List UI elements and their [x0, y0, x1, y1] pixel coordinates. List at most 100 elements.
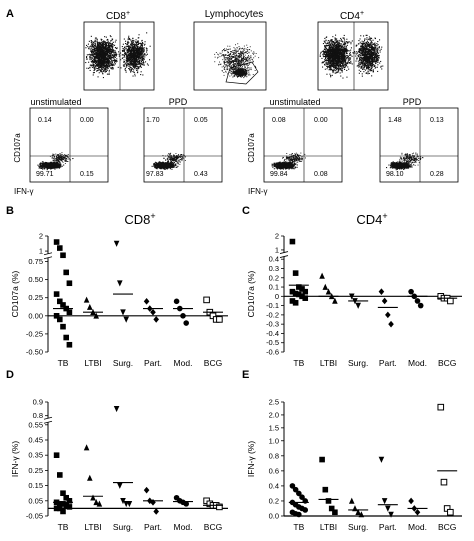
data-point: [57, 316, 63, 323]
data-point: [123, 316, 129, 323]
q-val: 98.10: [386, 171, 404, 178]
category-label: TB: [293, 358, 304, 368]
q-val: 0.00: [80, 117, 94, 124]
category-label: Mod.: [408, 522, 427, 532]
y-axis-label: IFN-γ (%): [246, 441, 256, 478]
data-point: [414, 508, 421, 516]
y-tick-label: 0.25: [28, 466, 43, 475]
y-tick-label: 2.5: [269, 398, 279, 407]
data-point: [57, 505, 63, 512]
data-point: [93, 499, 99, 506]
data-point: [63, 334, 69, 341]
y-tick-label: 0.4: [269, 481, 279, 490]
data-point: [113, 240, 120, 247]
q-val: 0.00: [314, 117, 328, 124]
y-tick-label: 0.8: [33, 411, 43, 420]
y-tick-label: 1: [39, 247, 43, 256]
data-point: [289, 238, 296, 245]
data-point: [302, 507, 309, 513]
data-point: [120, 498, 126, 505]
y-tick-label: 1.0: [269, 436, 279, 445]
data-point: [437, 403, 445, 411]
data-point: [57, 501, 63, 507]
data-point: [417, 302, 424, 309]
data-point: [53, 313, 60, 319]
data-point: [63, 502, 69, 509]
category-label: Surg.: [348, 522, 368, 532]
flow-quadrant-values: 0.14 0.00 99.71 0.15 1.70 0.05 97.83 0.4…: [36, 117, 444, 178]
data-point: [87, 303, 93, 310]
data-point: [203, 296, 210, 304]
category-label: TB: [58, 358, 69, 368]
data-point: [90, 494, 96, 501]
q-val: 0.08: [272, 117, 286, 124]
q-val: 0.15: [80, 171, 94, 178]
data-point: [289, 483, 296, 489]
category-label: LTBI: [84, 522, 101, 532]
flow-plots: [29, 21, 459, 183]
y-tick-label: 0.8: [269, 451, 279, 460]
data-point: [296, 490, 302, 497]
q-val: 0.43: [194, 171, 208, 178]
data-point: [96, 500, 103, 507]
data-point: [63, 269, 69, 276]
data-point: [57, 298, 63, 305]
data-point: [216, 316, 223, 323]
data-point: [292, 290, 299, 297]
flow-plot: [29, 107, 109, 183]
chart-title-b: CD8+: [124, 211, 155, 227]
y-tick-label: 0.05: [28, 496, 43, 505]
data-point: [289, 298, 296, 304]
y-tick-label: 0.50: [28, 275, 43, 284]
data-point: [447, 297, 454, 305]
y-tick-label: 1: [275, 245, 279, 254]
data-point: [408, 288, 414, 295]
data-point: [292, 270, 299, 276]
data-point: [53, 291, 60, 297]
y-tick-label: -0.3: [266, 320, 279, 329]
data-point: [325, 498, 332, 504]
data-point: [57, 245, 63, 251]
y-tick-label: 0.6: [269, 466, 279, 475]
data-point: [332, 509, 338, 516]
data-point: [66, 309, 73, 315]
y-tick-label: 1.5: [269, 423, 279, 432]
category-label: Surg.: [348, 358, 368, 368]
data-point: [322, 486, 329, 493]
data-point: [358, 511, 365, 518]
panel-letter-a: A: [6, 8, 14, 20]
y-tick-label: -0.05: [26, 512, 43, 521]
data-point: [183, 501, 189, 507]
y-tick-label: 0.1: [269, 283, 279, 292]
dot-plot-b: -0.50 -0.25 0.00 0.25 0.50 0.751 2 CD107a (%) TB…: [10, 232, 228, 368]
panel-letter-e: E: [242, 369, 249, 381]
data-point: [150, 499, 156, 506]
y-tick-label: 0.0: [269, 512, 279, 521]
data-point: [60, 508, 66, 515]
data-point: [66, 341, 73, 348]
q-val: 99.71: [36, 171, 54, 178]
category-label: Mod.: [174, 522, 193, 532]
data-point: [296, 511, 302, 518]
data-point: [153, 508, 159, 515]
flow-ylabel-left: CD107a: [13, 133, 22, 163]
flow-xlabel-left: IFN-γ: [14, 187, 34, 196]
data-point: [117, 482, 123, 489]
y-tick-label: -0.4: [266, 329, 279, 338]
y-tick-label: 0.3: [269, 264, 279, 273]
data-point: [60, 501, 66, 507]
data-point: [60, 323, 66, 330]
q-val: 0.05: [194, 117, 208, 124]
data-point: [381, 498, 388, 505]
data-point: [120, 309, 126, 316]
data-point: [292, 486, 299, 493]
data-point: [53, 452, 60, 458]
y-tick-label: -0.50: [26, 348, 43, 357]
data-point: [83, 296, 90, 303]
q-val: 1.70: [146, 117, 160, 124]
data-point: [385, 311, 391, 319]
data-point: [381, 297, 388, 305]
flow-plot: [193, 21, 267, 91]
y-tick-label: 0.4: [269, 255, 279, 264]
